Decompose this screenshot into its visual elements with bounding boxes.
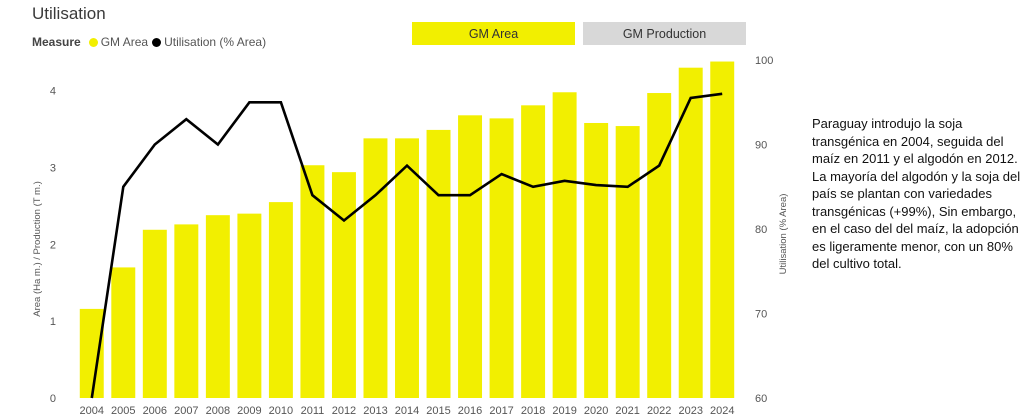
y-tick-label: 4	[50, 86, 56, 98]
bar-2016	[458, 115, 483, 399]
bar-2008	[205, 215, 230, 398]
bar-2012	[331, 172, 356, 398]
bar-2023	[678, 67, 703, 398]
x-tick-label: 2010	[269, 405, 293, 417]
x-tick-label: 2008	[206, 405, 230, 417]
y2-tick-label: 70	[755, 309, 767, 321]
legend-gm-area-label[interactable]: GM Area	[100, 35, 149, 49]
bar-2006	[142, 229, 167, 398]
bar-2010	[268, 202, 293, 398]
description-paragraph-1: Paraguay introdujo la soja transgénica e…	[812, 116, 1018, 166]
x-tick-label: 2024	[710, 405, 734, 417]
y2-tick-label: 60	[755, 393, 767, 405]
x-tick-label: 2012	[332, 405, 356, 417]
x-tick-label: 2014	[395, 405, 419, 417]
bar-2004	[79, 308, 104, 398]
bar-2017	[489, 118, 514, 398]
x-tick-label: 2022	[647, 405, 671, 417]
gm-production-toggle-button[interactable]: GM Production	[583, 22, 746, 45]
bar-2014	[395, 138, 419, 398]
description-text: Paraguay introdujo la soja transgénica e…	[812, 115, 1024, 273]
x-tick-label: 2015	[426, 405, 450, 417]
bar-2019	[552, 92, 577, 398]
bar-2024	[710, 61, 735, 398]
x-tick-label: 2016	[458, 405, 482, 417]
x-tick-label: 2009	[237, 405, 261, 417]
bar-2005	[111, 267, 136, 398]
x-tick-label: 2005	[111, 405, 135, 417]
description-paragraph-2: La mayoría del algodón y la soja del paí…	[812, 168, 1021, 272]
x-tick-label: 2007	[174, 405, 198, 417]
y2-tick-label: 90	[755, 140, 767, 152]
x-tick-label: 2021	[615, 405, 639, 417]
y-tick-label: 2	[50, 239, 56, 251]
y2-tick-label: 80	[755, 224, 767, 236]
x-tick-label: 2020	[584, 405, 608, 417]
y-tick-label: 0	[50, 393, 56, 405]
bar-2021	[615, 126, 640, 399]
x-tick-label: 2004	[80, 405, 104, 417]
bar-2011	[300, 165, 325, 398]
x-tick-label: 2011	[301, 405, 325, 417]
bar-2022	[647, 93, 672, 399]
bar-2009	[237, 213, 262, 398]
bar-2007	[174, 224, 199, 398]
bar-2018	[521, 105, 546, 398]
legend-title: Measure	[32, 35, 81, 49]
utilisation-line	[90, 92, 723, 399]
x-tick-label: 2006	[143, 405, 167, 417]
bar-2013	[363, 138, 388, 398]
x-tick-label: 2013	[363, 405, 387, 417]
legend-utilisation-label[interactable]: Utilisation (% Area)	[164, 35, 267, 49]
legend-utilisation-swatch	[152, 37, 162, 47]
y-tick-label: 1	[50, 316, 56, 328]
x-tick-label: 2018	[521, 405, 545, 417]
y-tick-label: 3	[50, 163, 56, 175]
x-tick-label: 2017	[489, 405, 513, 417]
x-tick-label: 2019	[552, 405, 576, 417]
y-axis-title: Area (Ha m.) / Production (T m.)	[32, 181, 43, 317]
bar-2015	[426, 129, 451, 398]
legend: Measure GM Area Utilisation (% Area)	[32, 35, 266, 49]
y2-axis-title: Utilisation (% Area)	[778, 194, 789, 275]
x-tick-label: 2023	[678, 405, 702, 417]
chart-title: Utilisation	[32, 4, 106, 23]
legend-gm-area-swatch	[88, 37, 98, 47]
bar-2020	[584, 122, 609, 398]
y2-tick-label: 100	[755, 55, 773, 67]
gm-area-toggle-button[interactable]: GM Area	[412, 22, 575, 45]
